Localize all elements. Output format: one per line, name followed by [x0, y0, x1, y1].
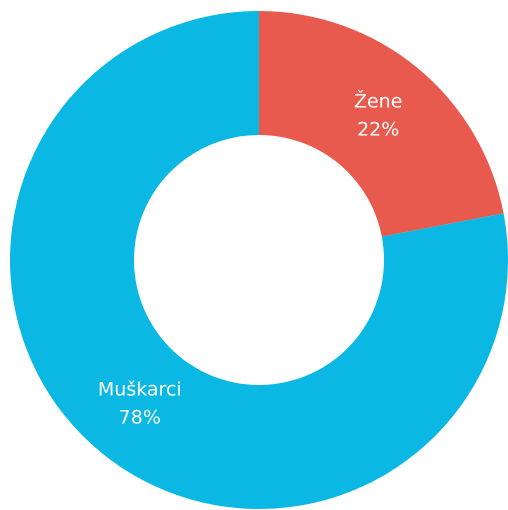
- slice-label: Muškarci: [98, 379, 182, 401]
- slice-value-label: 22%: [357, 118, 399, 140]
- slice-label: Žene: [354, 89, 402, 112]
- donut-slice: [10, 11, 508, 509]
- donut-slice: [259, 11, 504, 237]
- slice-value-label: 78%: [119, 407, 161, 429]
